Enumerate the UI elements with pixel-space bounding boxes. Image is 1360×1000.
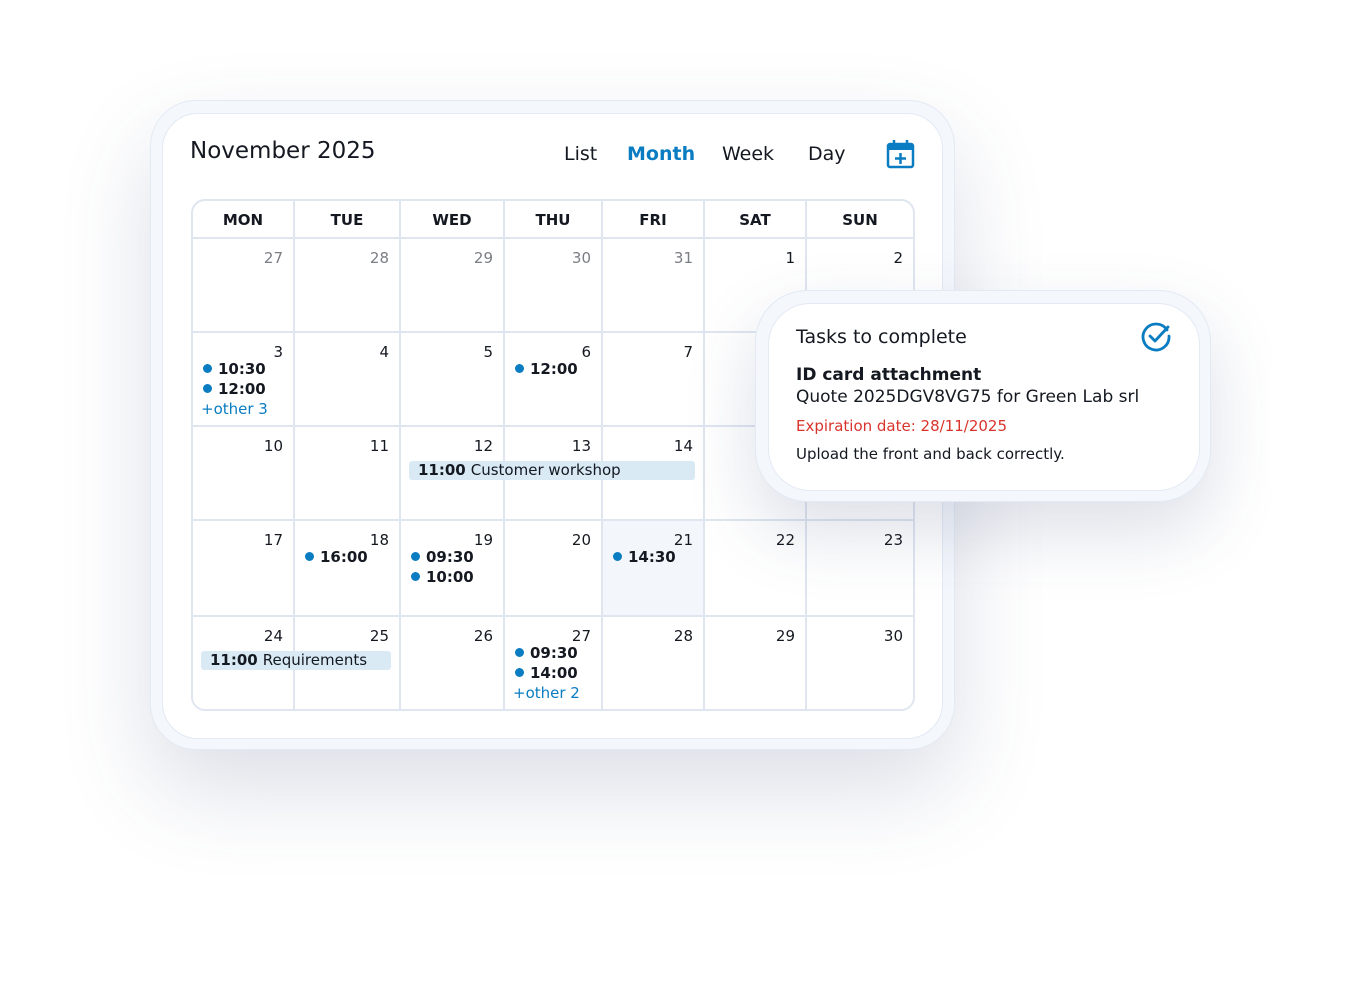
weekday-header: WED — [401, 201, 505, 239]
day-number: 26 — [473, 627, 493, 645]
day-cell[interactable]: 27 — [193, 239, 295, 333]
tasks-card — [768, 303, 1200, 491]
day-number: 30 — [571, 249, 591, 267]
day-cell[interactable]: 21 14:30 — [603, 521, 705, 617]
day-number: 14 — [673, 437, 693, 455]
event-time[interactable]: 12:00 — [515, 360, 578, 378]
event-time[interactable]: 12:00 — [203, 380, 266, 398]
banner-label: Customer workshop — [470, 461, 621, 479]
day-number: 2 — [893, 249, 903, 267]
event-time[interactable]: 14:30 — [613, 548, 676, 566]
day-cell[interactable]: 28 — [603, 617, 705, 709]
day-cell[interactable]: 5 — [401, 333, 505, 427]
task-name: ID card attachment — [796, 365, 982, 385]
calendar-title: November 2025 — [190, 138, 376, 164]
day-cell[interactable]: 20 — [505, 521, 603, 617]
day-cell[interactable]: 18 16:00 — [295, 521, 401, 617]
day-number: 12 — [473, 437, 493, 455]
banner-label: Requirements — [262, 651, 368, 669]
day-number: 3 — [273, 343, 283, 361]
day-cell[interactable]: 6 12:00 — [505, 333, 603, 427]
day-number: 23 — [883, 531, 903, 549]
day-cell[interactable]: 30 — [505, 239, 603, 333]
event-time[interactable]: 10:00 — [411, 568, 474, 586]
day-number: 27 — [263, 249, 283, 267]
day-cell[interactable]: 31 — [603, 239, 705, 333]
day-number: 22 — [775, 531, 795, 549]
check-icon[interactable] — [1140, 320, 1172, 352]
tasks-title: Tasks to complete — [796, 326, 967, 348]
weekday-header: SAT — [705, 201, 807, 239]
day-number: 10 — [263, 437, 283, 455]
event-banner[interactable]: 11:00 Customer workshop — [409, 461, 695, 480]
view-tab[interactable]: Month — [627, 143, 696, 165]
more-events[interactable]: +other 3 — [201, 400, 268, 418]
event-time[interactable]: 09:30 — [411, 548, 474, 566]
day-number: 27 — [571, 627, 591, 645]
weekday-header: THU — [505, 201, 603, 239]
weekday-header: TUE — [295, 201, 401, 239]
view-tab[interactable]: List — [564, 143, 598, 165]
day-cell[interactable]: 11 — [295, 427, 401, 521]
day-cell[interactable]: 23 — [807, 521, 913, 617]
day-cell[interactable]: 29 — [401, 239, 505, 333]
day-cell[interactable]: 19 09:30 10:00 — [401, 521, 505, 617]
day-cell[interactable]: 10 — [193, 427, 295, 521]
day-number: 25 — [369, 627, 389, 645]
banner-time: 11:00 — [418, 461, 466, 479]
month-grid: MON TUE WED THU FRI SAT SUN 27 28 29 30 31 1 2 3 10:30 1… — [191, 199, 915, 711]
day-number: 18 — [369, 531, 389, 549]
day-number: 20 — [571, 531, 591, 549]
day-number: 28 — [673, 627, 693, 645]
more-events[interactable]: +other 2 — [513, 684, 580, 702]
day-number: 21 — [673, 531, 693, 549]
task-expiration: Expiration date: 28/11/2025 — [796, 417, 1008, 435]
day-number: 31 — [673, 249, 693, 267]
day-cell[interactable]: 22 — [705, 521, 807, 617]
event-time[interactable]: 16:00 — [305, 548, 368, 566]
day-number: 24 — [263, 627, 283, 645]
day-number: 17 — [263, 531, 283, 549]
view-tab[interactable]: Week — [722, 143, 775, 165]
banner-time: 11:00 — [210, 651, 258, 669]
weekday-header: SUN — [807, 201, 913, 239]
day-number: 29 — [775, 627, 795, 645]
day-cell[interactable]: 26 — [401, 617, 505, 709]
day-number: 6 — [581, 343, 591, 361]
day-number: 11 — [369, 437, 389, 455]
event-time[interactable]: 14:00 — [515, 664, 578, 682]
day-cell[interactable]: 29 — [705, 617, 807, 709]
day-cell[interactable]: 3 10:30 12:00 +other 3 — [193, 333, 295, 427]
day-number: 29 — [473, 249, 493, 267]
day-cell[interactable]: 27 09:30 14:00 +other 2 — [505, 617, 603, 709]
day-number: 19 — [473, 531, 493, 549]
event-banner[interactable]: 11:00 Requirements — [201, 651, 391, 670]
day-number: 4 — [379, 343, 389, 361]
day-cell[interactable]: 1 — [705, 239, 807, 333]
day-number: 7 — [683, 343, 693, 361]
add-event-icon[interactable] — [886, 139, 916, 169]
task-note: Upload the front and back correctly. — [796, 445, 1065, 463]
day-number: 30 — [883, 627, 903, 645]
view-tab[interactable]: Day — [808, 143, 846, 165]
day-cell[interactable]: 7 — [603, 333, 705, 427]
day-number: 28 — [369, 249, 389, 267]
weekday-header: FRI — [603, 201, 705, 239]
day-number: 1 — [785, 249, 795, 267]
day-cell[interactable]: 4 — [295, 333, 401, 427]
day-cell[interactable]: 30 — [807, 617, 913, 709]
weekday-header: MON — [193, 201, 295, 239]
task-subject: Quote 2025DGV8VG75 for Green Lab srl — [796, 387, 1140, 407]
day-cell[interactable]: 28 — [295, 239, 401, 333]
event-time[interactable]: 10:30 — [203, 360, 266, 378]
day-cell[interactable]: 17 — [193, 521, 295, 617]
day-number: 13 — [571, 437, 591, 455]
event-time[interactable]: 09:30 — [515, 644, 578, 662]
day-number: 5 — [483, 343, 493, 361]
